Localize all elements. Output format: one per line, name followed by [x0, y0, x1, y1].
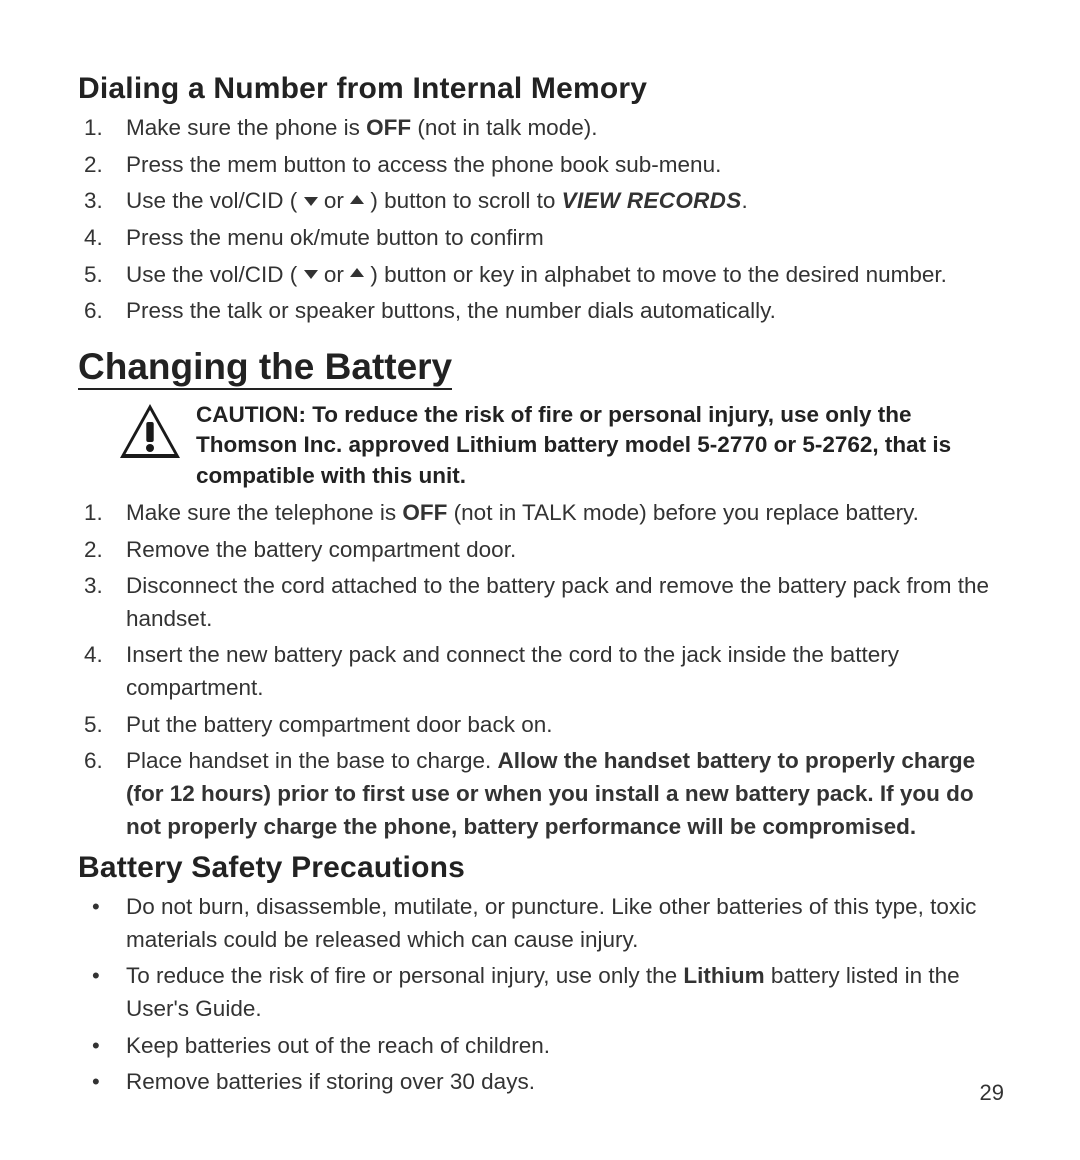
heading-dialing: Dialing a Number from Internal Memory	[78, 72, 1008, 106]
list-item: Remove batteries if storing over 30 days…	[78, 1066, 1008, 1099]
caution-text: CAUTION: To reduce the risk of fire or p…	[196, 400, 1008, 491]
list-item: Make sure the phone is OFF (not in talk …	[78, 112, 1008, 145]
list-item: Put the battery compartment door back on…	[78, 709, 1008, 742]
list-item: Disconnect the cord attached to the batt…	[78, 570, 1008, 635]
changing-list: Make sure the telephone is OFF (not in T…	[78, 497, 1008, 843]
manual-page: Dialing a Number from Internal Memory Ma…	[0, 0, 1080, 1160]
list-item: Press the talk or speaker buttons, the n…	[78, 295, 1008, 328]
triangle-up-icon	[350, 268, 364, 277]
list-item: Remove the battery compartment door.	[78, 534, 1008, 567]
heading-safety: Battery Safety Precautions	[78, 851, 1008, 885]
list-item: Make sure the telephone is OFF (not in T…	[78, 497, 1008, 530]
list-item: Use the vol/CID ( or ) button to scroll …	[78, 185, 1008, 218]
page-number: 29	[980, 1080, 1004, 1106]
list-item: To reduce the risk of fire or personal i…	[78, 960, 1008, 1025]
list-item: Keep batteries out of the reach of child…	[78, 1030, 1008, 1063]
list-item: Do not burn, disassemble, mutilate, or p…	[78, 891, 1008, 956]
caution-block: CAUTION: To reduce the risk of fire or p…	[78, 400, 1008, 491]
warning-triangle-icon	[118, 402, 182, 460]
list-item: Insert the new battery pack and connect …	[78, 639, 1008, 704]
list-item: Press the menu ok/mute button to confirm	[78, 222, 1008, 255]
triangle-down-icon	[304, 197, 318, 206]
list-item: Place handset in the base to charge. All…	[78, 745, 1008, 843]
heading-changing-wrap: Changing the Battery	[78, 332, 1008, 396]
list-item: Use the vol/CID ( or ) button or key in …	[78, 259, 1008, 292]
triangle-down-icon	[304, 270, 318, 279]
dialing-list: Make sure the phone is OFF (not in talk …	[78, 112, 1008, 328]
safety-list: Do not burn, disassemble, mutilate, or p…	[78, 891, 1008, 1099]
list-item: Press the mem button to access the phone…	[78, 149, 1008, 182]
heading-changing: Changing the Battery	[78, 346, 452, 390]
triangle-up-icon	[350, 195, 364, 204]
